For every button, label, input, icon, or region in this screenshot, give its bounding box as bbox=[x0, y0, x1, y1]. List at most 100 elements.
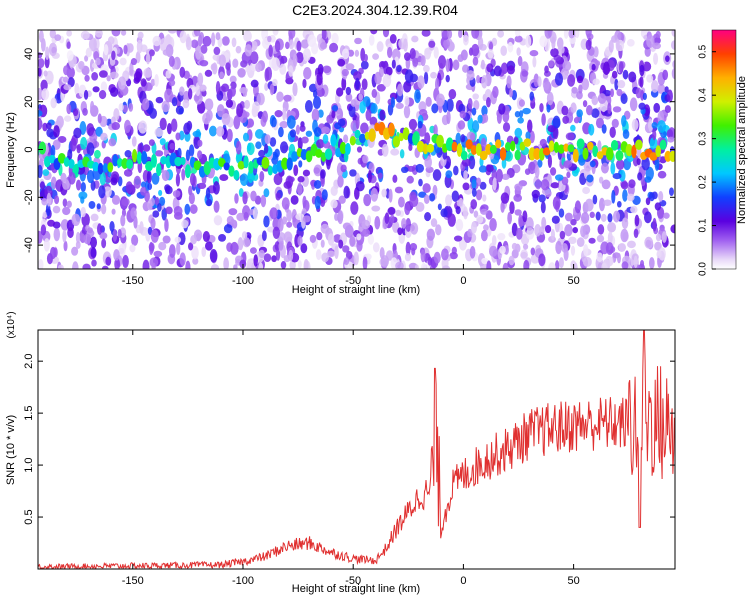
heatmap-cell bbox=[63, 157, 70, 167]
heatmap-cell bbox=[201, 246, 207, 258]
heatmap-cell bbox=[621, 115, 627, 127]
heatmap-cell bbox=[164, 88, 174, 103]
heatmap-cell bbox=[453, 165, 459, 176]
heatmap-cell bbox=[349, 135, 356, 146]
heatmap-cell bbox=[382, 30, 390, 38]
heatmap-cell bbox=[472, 93, 479, 100]
heatmap-cell bbox=[48, 154, 56, 164]
heatmap-cell bbox=[215, 32, 221, 41]
heatmap-cell bbox=[622, 69, 629, 80]
heatmap-cell bbox=[198, 34, 203, 47]
heatmap-cell bbox=[60, 219, 70, 231]
heatmap-cell bbox=[349, 169, 357, 177]
heatmap-cell bbox=[67, 227, 74, 239]
heatmap-cell bbox=[311, 108, 320, 122]
heatmap-cell bbox=[445, 74, 450, 83]
heatmap-cell bbox=[197, 139, 203, 147]
heatmap-cell bbox=[473, 99, 480, 111]
heatmap-cell bbox=[315, 249, 322, 261]
heatmap-cell bbox=[463, 170, 468, 181]
heatmap-cell bbox=[106, 75, 111, 82]
heatmap-cell bbox=[657, 170, 667, 179]
heatmap-cell bbox=[570, 102, 577, 114]
heatmap-cell bbox=[472, 56, 479, 66]
heatmap-cell bbox=[583, 244, 589, 257]
heatmap-y-label: Frequency (Hz) bbox=[5, 112, 17, 188]
heatmap-cell bbox=[261, 110, 268, 123]
heatmap-x-tick-label: -50 bbox=[345, 275, 361, 287]
heatmap-cell bbox=[506, 65, 515, 75]
heatmap-cell bbox=[120, 30, 127, 36]
heatmap-cell bbox=[100, 132, 108, 141]
heatmap-cell bbox=[239, 259, 247, 269]
heatmap-cell bbox=[52, 205, 61, 214]
heatmap-cell bbox=[80, 136, 88, 150]
snr-x-label: Height of straight line (km) bbox=[292, 583, 420, 595]
heatmap-cell bbox=[177, 147, 182, 159]
heatmap-cell bbox=[479, 150, 488, 161]
heatmap-cell bbox=[481, 257, 489, 265]
heatmap-cell bbox=[219, 174, 229, 182]
heatmap-cell bbox=[581, 78, 590, 91]
heatmap-cell bbox=[460, 150, 468, 161]
snr-y-label: SNR (10 * v/v) bbox=[5, 415, 17, 485]
heatmap-cell bbox=[649, 137, 658, 150]
heatmap-cell bbox=[475, 189, 483, 201]
heatmap-cell bbox=[441, 248, 449, 261]
heatmap-cell bbox=[206, 198, 213, 207]
heatmap-cell bbox=[578, 84, 583, 94]
heatmap-cell bbox=[476, 74, 481, 84]
heatmap-cell bbox=[113, 249, 120, 261]
heatmap-cell bbox=[358, 93, 364, 101]
heatmap-cell bbox=[204, 98, 214, 111]
heatmap-cell bbox=[420, 249, 426, 263]
heatmap-cell bbox=[97, 223, 103, 235]
heatmap-cell bbox=[389, 92, 398, 100]
heatmap-cell bbox=[523, 259, 530, 269]
heatmap-cell bbox=[142, 98, 150, 111]
heatmap-cell bbox=[522, 243, 529, 250]
heatmap-cell bbox=[242, 191, 248, 205]
heatmap-cell bbox=[441, 265, 451, 269]
heatmap-cell bbox=[321, 252, 329, 263]
heatmap-cell bbox=[101, 265, 109, 269]
heatmap-cell bbox=[150, 78, 156, 87]
heatmap-cell bbox=[212, 181, 220, 195]
heatmap-cell bbox=[290, 195, 299, 205]
heatmap-cell bbox=[347, 49, 355, 57]
heatmap-cell bbox=[570, 124, 576, 132]
heatmap-cell bbox=[612, 210, 620, 223]
heatmap-cell bbox=[550, 229, 555, 241]
heatmap-cell bbox=[476, 214, 484, 224]
heatmap-cell bbox=[95, 57, 101, 66]
heatmap-cell bbox=[154, 73, 159, 87]
heatmap-cell bbox=[551, 36, 556, 50]
heatmap-cell bbox=[267, 35, 272, 43]
heatmap-cell bbox=[41, 88, 50, 101]
heatmap-cell bbox=[223, 257, 229, 269]
heatmap-cell bbox=[63, 84, 72, 91]
heatmap-cell bbox=[91, 259, 97, 267]
heatmap-cell bbox=[130, 58, 138, 66]
heatmap-cell bbox=[435, 77, 440, 92]
heatmap-cell bbox=[179, 66, 186, 78]
heatmap-cell bbox=[274, 40, 281, 53]
heatmap-cell bbox=[184, 164, 191, 179]
heatmap-cell bbox=[580, 212, 590, 224]
heatmap-cell bbox=[301, 136, 309, 144]
heatmap-cell bbox=[140, 78, 147, 87]
heatmap-cell bbox=[664, 150, 672, 162]
heatmap-cell bbox=[192, 257, 199, 265]
heatmap-cell bbox=[341, 48, 350, 60]
heatmap-cell bbox=[299, 124, 306, 132]
heatmap-cell bbox=[221, 83, 230, 92]
heatmap-cell bbox=[330, 199, 338, 209]
heatmap-cell bbox=[595, 117, 605, 129]
heatmap-cell bbox=[228, 208, 238, 216]
heatmap-cell bbox=[573, 262, 578, 269]
heatmap-cell bbox=[639, 64, 645, 77]
snr-x-tick-label: -50 bbox=[345, 575, 361, 587]
heatmap-cell bbox=[317, 63, 324, 75]
heatmap-cell bbox=[669, 187, 674, 197]
